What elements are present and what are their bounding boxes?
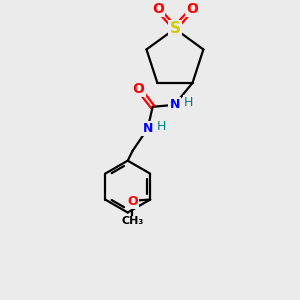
Text: O: O	[186, 2, 198, 16]
Text: N: N	[142, 122, 153, 135]
Text: CH₃: CH₃	[121, 217, 143, 226]
Text: O: O	[152, 2, 164, 16]
Text: H: H	[157, 120, 166, 133]
Text: O: O	[133, 82, 145, 96]
Text: O: O	[127, 195, 137, 208]
Text: H: H	[184, 96, 193, 109]
Text: N: N	[169, 98, 180, 111]
Text: S: S	[169, 21, 180, 36]
